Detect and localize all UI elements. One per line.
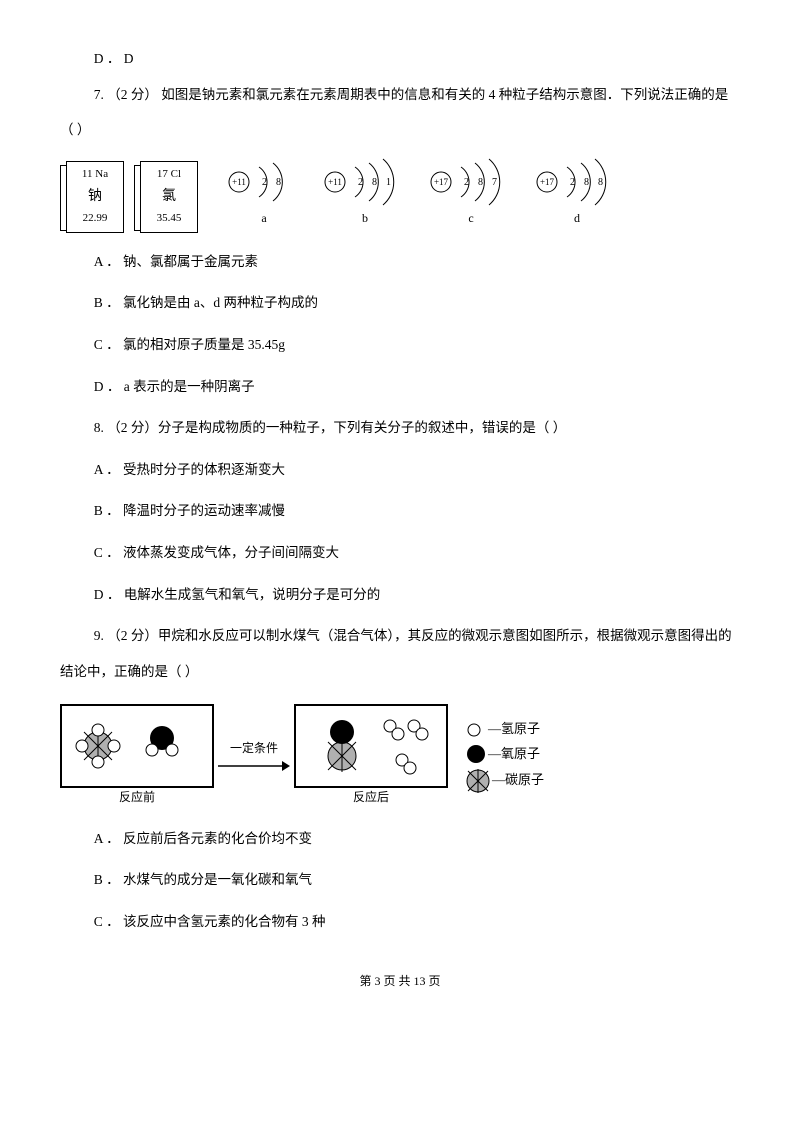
svg-text:2: 2 <box>262 177 267 188</box>
legend-c: —碳原子 <box>492 770 544 791</box>
tile-na-bot: 22.99 <box>83 210 108 228</box>
q7-stem-line1: 7. （2 分） 如图是钠元素和氯元素在元素周期表中的信息和有关的 4 种粒子结… <box>60 84 740 106</box>
reaction-arrow: 一定条件 <box>218 739 290 772</box>
tile-cl-mid: 氯 <box>162 186 176 208</box>
legend-o: —氧原子 <box>488 744 540 765</box>
svg-text:2: 2 <box>464 177 469 188</box>
q9-option-a: A ． 反应前后各元素的化合价均不变 <box>60 828 740 850</box>
tile-cl-top: 17 Cl <box>157 166 181 184</box>
svg-text:2: 2 <box>570 177 575 188</box>
q9-diagram: 反应前 一定条件 <box>60 704 740 807</box>
particle-c: +17 2 8 7 c <box>427 157 515 228</box>
arrow-label: 一定条件 <box>230 739 278 758</box>
tile-cl-bot: 35.45 <box>157 210 182 228</box>
q7-option-d: D ． a 表示的是一种阴离子 <box>60 376 740 398</box>
q7-figure-row: 11 Na 钠 22.99 17 Cl 氯 35.45 +11 2 <box>60 155 740 231</box>
particle-b: +11 2 8 1 b <box>321 157 409 228</box>
particle-b-label: b <box>362 209 368 228</box>
tile-na-mid: 钠 <box>88 186 102 208</box>
q8-option-a: A ． 受热时分子的体积逐渐变大 <box>60 459 740 481</box>
particle-a-label: a <box>261 209 266 228</box>
svg-text:7: 7 <box>492 177 497 188</box>
svg-text:8: 8 <box>598 177 603 188</box>
page-footer: 第 3 页 共 13 页 <box>60 972 740 991</box>
tile-na-top: 11 Na <box>82 166 108 184</box>
q9-option-c: C ． 该反应中含氢元素的化合物有 3 种 <box>60 911 740 933</box>
reaction-before-box <box>60 704 214 788</box>
before-label: 反应前 <box>60 788 214 807</box>
svg-text:8: 8 <box>478 177 483 188</box>
svg-text:+17: +17 <box>434 177 449 187</box>
svg-text:+11: +11 <box>328 177 342 187</box>
q9-option-b: B ． 水煤气的成分是一氧化碳和氧气 <box>60 869 740 891</box>
svg-text:8: 8 <box>584 177 589 188</box>
after-label: 反应后 <box>294 788 448 807</box>
svg-text:1: 1 <box>386 177 391 188</box>
q7-option-a: A ． 钠、氯都属于金属元素 <box>60 251 740 273</box>
q8-option-d: D ． 电解水生成氢气和氧气，说明分子是可分的 <box>60 584 740 606</box>
q8-stem: 8. （2 分）分子是构成物质的一种粒子，下列有关分子的叙述中，错误的是（ ） <box>60 417 740 439</box>
q7-stem-line2: （ ） <box>60 119 740 141</box>
reaction-after-box <box>294 704 448 788</box>
q8-option-b: B ． 降温时分子的运动速率减慢 <box>60 500 740 522</box>
periodic-tile-cl: 17 Cl 氯 35.45 <box>134 155 202 231</box>
particle-a: +11 2 8 a <box>225 157 303 228</box>
particle-c-label: c <box>468 209 473 228</box>
svg-text:8: 8 <box>276 177 281 188</box>
q9-stem-line1: 9. （2 分）甲烷和水反应可以制水煤气（混合气体），其反应的微观示意图如图所示… <box>60 625 740 647</box>
svg-text:8: 8 <box>372 177 377 188</box>
prev-option-d: D ． D <box>60 48 740 70</box>
svg-text:2: 2 <box>358 177 363 188</box>
particle-d-label: d <box>574 209 580 228</box>
legend-h: —氢原子 <box>488 719 540 740</box>
periodic-tile-na: 11 Na 钠 22.99 <box>60 155 128 231</box>
q7-option-b: B ． 氯化钠是由 a、d 两种粒子构成的 <box>60 292 740 314</box>
q9-stem-line2: 结论中，正确的是（ ） <box>60 661 740 683</box>
particle-d: +17 2 8 8 d <box>533 157 621 228</box>
q7-option-c: C ． 氯的相对原子质量是 35.45g <box>60 334 740 356</box>
q8-option-c: C ． 液体蒸发变成气体，分子间间隔变大 <box>60 542 740 564</box>
q9-legend: —氢原子 —氧原子 —碳原子 <box>466 715 544 797</box>
svg-text:+11: +11 <box>232 177 246 187</box>
svg-text:+17: +17 <box>540 177 555 187</box>
